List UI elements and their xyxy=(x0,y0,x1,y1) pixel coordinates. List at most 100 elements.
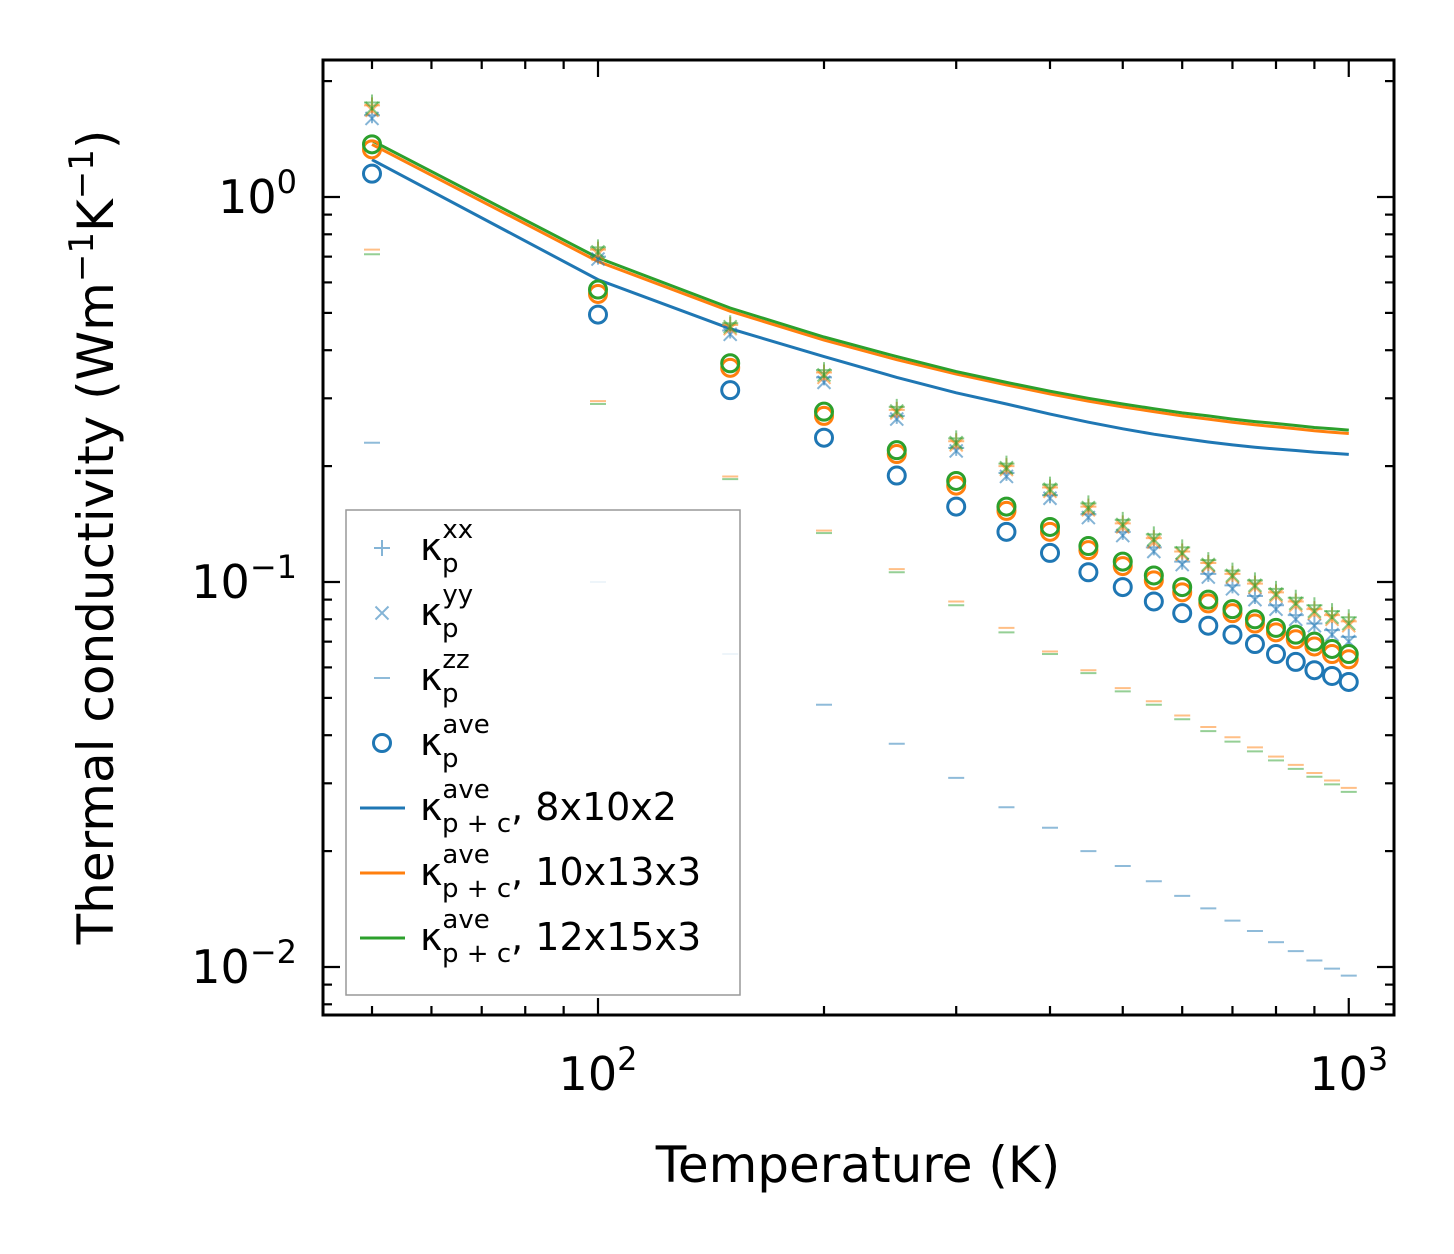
legend-label-sub: p xyxy=(442,744,459,774)
legend-label: κxx p xyxy=(420,515,473,579)
y-tick-label-exp: 0 xyxy=(277,163,297,201)
point-kp-ave-8x10x2 xyxy=(1285,651,1306,672)
legend-label: κyy p xyxy=(420,580,473,644)
point-kp-yy-8x10x2 xyxy=(1268,601,1284,617)
legend-label-sub: p + c xyxy=(442,874,511,904)
point-kp-yy-12x15x3 xyxy=(948,435,964,450)
legend-label: κave p + c, 10x13x3 xyxy=(420,840,701,904)
legend-label-sup: ave xyxy=(442,840,489,870)
point-kp-ave-8x10x2 xyxy=(1266,644,1286,665)
x-tick-label: 103 xyxy=(1309,1040,1388,1101)
legend-label-sub: p xyxy=(442,679,459,709)
point-kp-ave-12x15x3 xyxy=(1198,589,1219,610)
point-kp-ave-8x10x2 xyxy=(1078,562,1099,583)
legend-label-sub: p xyxy=(442,614,459,644)
point-kp-ave-12x15x3 xyxy=(886,440,907,461)
y-axis-label-exp2: −1 xyxy=(62,149,102,199)
point-kp-yy-8x10x2 xyxy=(1247,592,1263,607)
y-axis-label-exp1: −1 xyxy=(62,232,102,282)
point-kp-ave-12x15x3 xyxy=(362,134,382,155)
y-axis-label: Thermal conductivity (Wm−1K−1) xyxy=(62,130,125,946)
point-kp-yy-12x15x3 xyxy=(1115,517,1130,532)
axes-frame xyxy=(321,58,1396,1017)
legend-label: κzz p xyxy=(420,645,470,709)
legend-label-sub: p + c xyxy=(442,809,511,839)
y-tick-label-base: 10 xyxy=(191,555,250,609)
point-kp-yy-8x10x2 xyxy=(1307,618,1322,633)
point-kp-ave-8x10x2 xyxy=(1244,634,1265,655)
plot-area xyxy=(362,94,1359,977)
point-kp-yy-10x13x3 xyxy=(1341,618,1356,633)
y-tick-label: 10−2 xyxy=(191,933,297,994)
point-kp-ave-12x15x3 xyxy=(1338,644,1359,665)
x-tick-label-base: 10 xyxy=(1309,1047,1368,1101)
point-kp-ave-8x10x2 xyxy=(720,380,741,401)
legend-label-sup: ave xyxy=(442,775,489,805)
point-kp-yy-12x15x3 xyxy=(889,403,904,419)
line-kpc-ave-10x13x3 xyxy=(371,143,1349,435)
legend-label-base: κ xyxy=(420,785,442,829)
point-kp-ave-8x10x2 xyxy=(886,465,907,486)
point-kp-ave-8x10x2 xyxy=(1304,660,1325,681)
legend-label-base: κ xyxy=(420,850,442,894)
point-kp-ave-12x15x3 xyxy=(1040,516,1060,537)
point-kp-ave-8x10x2 xyxy=(1143,591,1164,612)
y-axis-label-mid: K xyxy=(67,198,125,232)
y-tick-label: 100 xyxy=(218,163,297,224)
legend-label-suffix: , 10x13x3 xyxy=(511,850,701,894)
legend-label-base: κ xyxy=(420,590,442,634)
x-tick-label-exp: 3 xyxy=(1368,1040,1388,1078)
point-kp-yy-12x15x3 xyxy=(722,319,738,335)
legend-label-base: κ xyxy=(420,655,442,699)
legend-label-sub: p + c xyxy=(442,939,511,969)
point-kp-ave-8x10x2 xyxy=(814,427,834,448)
point-kp-yy-12x15x3 xyxy=(999,460,1014,475)
point-kp-ave-8x10x2 xyxy=(1112,577,1133,598)
line-kpc-ave-8x10x2 xyxy=(371,158,1349,456)
y-tick-label-exp: −1 xyxy=(250,548,297,586)
point-kp-yy-12x15x3 xyxy=(1146,532,1162,547)
x-tick-label-exp: 2 xyxy=(617,1040,637,1078)
point-kp-ave-12x15x3 xyxy=(1244,609,1265,630)
legend-label-base: κ xyxy=(420,720,442,764)
point-kp-yy-12x15x3 xyxy=(590,244,606,260)
legend-label-sup: yy xyxy=(442,580,473,610)
point-kp-ave-8x10x2 xyxy=(1198,615,1219,636)
legend-marker-cross xyxy=(374,605,390,621)
point-kp-ave-12x15x3 xyxy=(1078,536,1099,557)
point-kp-ave-8x10x2 xyxy=(1172,603,1193,624)
x-tick-label-base: 10 xyxy=(559,1047,618,1101)
legend-label-suffix: , 12x15x3 xyxy=(511,915,701,959)
point-kp-yy-12x15x3 xyxy=(1307,603,1322,619)
point-kp-ave-12x15x3 xyxy=(588,279,608,300)
point-kp-yy-12x15x3 xyxy=(1225,568,1240,583)
point-kp-ave-12x15x3 xyxy=(1266,617,1286,638)
point-kp-yy-12x15x3 xyxy=(1268,586,1284,602)
point-kp-yy-12x15x3 xyxy=(364,101,380,116)
point-kp-yy-12x15x3 xyxy=(1201,557,1216,572)
legend-label: κave p + c, 8x10x2 xyxy=(420,775,677,839)
point-kp-yy-12x15x3 xyxy=(1247,578,1263,593)
legend-marker-plus xyxy=(374,540,390,556)
legend-label-sup: ave xyxy=(442,710,489,740)
point-kp-yy-8x10x2 xyxy=(1324,627,1340,642)
y-axis-label-end: ) xyxy=(67,130,125,150)
point-kp-ave-12x15x3 xyxy=(946,470,967,491)
y-tick-label: 10−1 xyxy=(191,548,297,609)
point-kp-ave-12x15x3 xyxy=(814,401,834,422)
legend-label-base: κ xyxy=(420,915,442,959)
point-kp-ave-12x15x3 xyxy=(720,353,741,374)
y-tick-label-exp: −2 xyxy=(250,933,297,971)
point-kp-yy-12x15x3 xyxy=(1042,482,1058,497)
point-kp-yy-8x10x2 xyxy=(590,251,606,267)
legend-label-suffix: , 8x10x2 xyxy=(511,785,677,829)
point-kp-ave-8x10x2 xyxy=(1338,671,1359,692)
point-kp-ave-8x10x2 xyxy=(1222,624,1243,645)
line-kpc-ave-12x15x3 xyxy=(371,139,1349,432)
legend-marker-circle xyxy=(372,733,392,753)
point-kp-yy-8x10x2 xyxy=(1201,569,1216,585)
point-kp-ave-12x15x3 xyxy=(1172,577,1193,598)
point-kp-ave-12x15x3 xyxy=(996,496,1017,517)
